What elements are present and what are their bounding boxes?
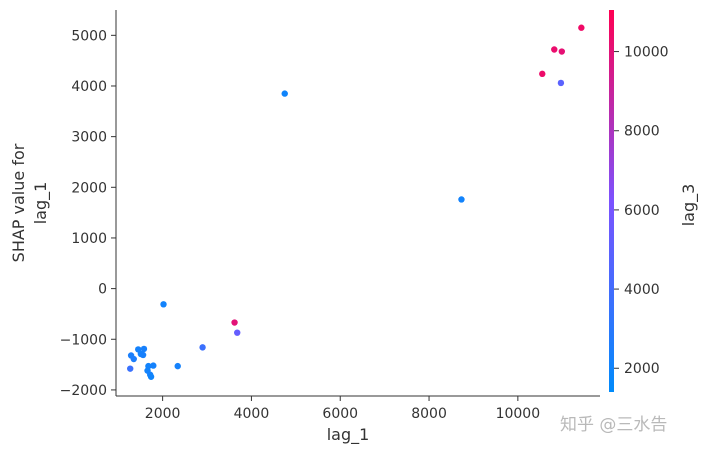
colorbar-gradient xyxy=(609,10,614,392)
data-point xyxy=(139,351,147,359)
x-tick-label: 6000 xyxy=(322,406,358,422)
data-point xyxy=(160,301,167,308)
x-axis-title: lag_1 xyxy=(327,425,370,445)
y-tick-label: 3000 xyxy=(71,130,107,146)
y-tick-label: 2000 xyxy=(71,180,107,196)
data-point xyxy=(127,365,134,372)
y-tick-label: −2000 xyxy=(60,383,107,399)
data-point xyxy=(281,90,288,97)
data-point xyxy=(234,329,241,336)
data-point xyxy=(557,79,565,87)
data-point xyxy=(150,362,157,369)
y-tick-label: 5000 xyxy=(71,28,107,44)
y-tick-label: 1000 xyxy=(71,231,107,247)
plot-axes xyxy=(115,10,600,397)
data-point xyxy=(558,48,566,55)
y-tick-label: −1000 xyxy=(60,332,107,348)
data-point xyxy=(539,70,546,78)
data-point xyxy=(231,319,238,326)
data-point xyxy=(199,344,206,351)
y-tick-label: 0 xyxy=(98,282,107,298)
x-tick-label: 10000 xyxy=(496,406,541,422)
data-point xyxy=(551,46,558,53)
data-point xyxy=(147,373,155,380)
y-axis-title-line-2: lag_1 xyxy=(31,182,51,225)
y-tick-label: 4000 xyxy=(71,79,107,95)
x-tick-label: 2000 xyxy=(145,406,181,422)
colorbar-tick-label: 8000 xyxy=(624,124,660,140)
data-point xyxy=(130,355,137,363)
colorbar-tick-label: 6000 xyxy=(624,203,660,219)
x-tick-label: 8000 xyxy=(411,406,447,422)
watermark-text: 知乎 @三水告 xyxy=(560,415,667,435)
colorbar-tick-label: 4000 xyxy=(624,282,660,298)
data-point xyxy=(578,24,585,31)
colorbar-ticks: 2000 4000 6000 8000 10000 xyxy=(614,45,669,377)
colorbar-tick-label: 10000 xyxy=(624,45,669,61)
scatter-points xyxy=(127,24,585,380)
x-tick-label: 4000 xyxy=(234,406,270,422)
colorbar: 2000 4000 6000 8000 10000 lag_3 xyxy=(609,10,699,392)
data-point xyxy=(458,196,465,203)
y-axis-title-line-1: SHAP value for xyxy=(9,143,28,262)
data-point xyxy=(140,345,148,353)
x-ticks: 2000 4000 6000 8000 10000 xyxy=(145,396,540,422)
data-point xyxy=(174,362,181,370)
colorbar-tick-label: 2000 xyxy=(624,361,660,377)
colorbar-title: lag_3 xyxy=(679,184,699,227)
y-ticks: −2000 −1000 0 1000 2000 3000 4000 5000 xyxy=(60,28,116,399)
